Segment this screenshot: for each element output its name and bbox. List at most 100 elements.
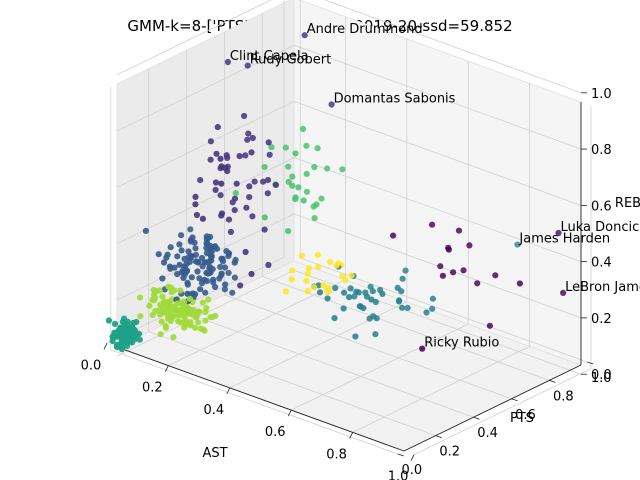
- annotation-label: Ricky Rubio: [424, 336, 499, 351]
- scatter-point: [396, 297, 403, 304]
- y-tick-mark: [397, 453, 404, 457]
- scatter-point: [289, 182, 296, 189]
- scatter-point: [133, 318, 140, 326]
- scatter-point: [265, 139, 272, 146]
- scatter-point: [191, 239, 198, 246]
- annotation-label: LeBron James: [565, 280, 640, 295]
- z-tick-label: 0.6: [591, 199, 612, 214]
- scatter-point: [199, 299, 206, 306]
- scatter-point: [180, 298, 187, 305]
- scatter-point: [231, 207, 238, 214]
- scatter-point: [560, 289, 567, 296]
- grid-line-z: [116, 213, 582, 319]
- scatter-point: [324, 288, 331, 296]
- scatter-point: [184, 290, 191, 297]
- z-tick-label: 1.0: [591, 87, 612, 102]
- scatter-point: [204, 240, 211, 247]
- scatter-point: [261, 214, 268, 221]
- scatter-point: [311, 284, 318, 291]
- scatter-point: [109, 337, 116, 345]
- scatter-point: [399, 275, 406, 282]
- scatter-point: [176, 261, 183, 268]
- grid-line-y: [148, 68, 436, 436]
- grid-line-z: [116, 100, 582, 206]
- scatter-point: [181, 255, 188, 262]
- scatter-point: [176, 241, 183, 248]
- scatter-point: [196, 275, 203, 282]
- x-axis-line: [116, 346, 405, 452]
- scatter-point: [223, 248, 230, 255]
- scatter-point: [193, 314, 200, 321]
- scatter-point: [304, 288, 311, 295]
- scatter-point: [192, 201, 199, 208]
- y-axis-label: PTS: [510, 411, 534, 426]
- y-tick-label: 0.2: [439, 445, 460, 460]
- scatter-point: [152, 294, 159, 301]
- scatter-point: [261, 226, 268, 233]
- scatter-point: [149, 311, 156, 319]
- scatter-point: [304, 270, 311, 277]
- scatter-point: [218, 210, 226, 217]
- scatter-point: [207, 156, 214, 163]
- scatter-point: [231, 274, 238, 281]
- y-tick-label: 1.0: [591, 371, 612, 386]
- scatter-point: [218, 163, 225, 170]
- scatter-point: [324, 165, 331, 172]
- grid-line-y: [261, 13, 550, 381]
- y-tick-mark: [435, 435, 442, 438]
- scatter-point: [243, 204, 250, 211]
- scatter-point: [132, 335, 139, 342]
- annotation-label: Luka Doncic: [561, 220, 640, 235]
- scatter-point: [174, 253, 181, 260]
- y-axis-line: [403, 364, 582, 452]
- grid-line-y: [223, 31, 512, 400]
- scatter-point: [285, 163, 292, 170]
- z-axis-label: REB: [615, 196, 640, 211]
- scatter-point: [221, 264, 229, 271]
- y-tick-mark: [549, 380, 556, 383]
- scatter-point: [429, 295, 436, 302]
- scatter-point: [184, 281, 191, 288]
- scatter-point: [301, 32, 308, 39]
- scatter-point: [212, 186, 219, 193]
- scatter-point: [241, 112, 248, 120]
- scatter-point: [189, 290, 196, 297]
- scatter-point: [225, 253, 232, 260]
- scatter-point: [221, 286, 228, 293]
- scatter-point: [340, 305, 347, 312]
- scatter-point: [295, 184, 302, 191]
- scatter-point: [207, 138, 214, 145]
- scatter-point: [249, 213, 256, 220]
- scatter-point: [213, 150, 220, 157]
- scatter-point: [117, 324, 125, 331]
- scatter-point: [136, 294, 144, 301]
- scatter-point: [174, 271, 181, 278]
- scatter-point: [194, 268, 201, 275]
- scatter-point: [399, 304, 406, 311]
- scatter-point: [331, 315, 338, 322]
- scatter-point: [429, 221, 436, 228]
- scatter-point: [164, 303, 171, 310]
- scatter-point: [202, 309, 209, 316]
- scatter-point: [155, 251, 162, 258]
- annotation-label: Domantas Sabonis: [334, 92, 456, 107]
- scatter-point: [394, 284, 401, 291]
- scatter-point: [300, 197, 307, 204]
- scatter-point: [217, 263, 224, 270]
- scatter-point: [244, 136, 251, 143]
- scatter-point: [423, 309, 430, 316]
- scatter-point: [303, 188, 310, 195]
- scatter-point: [352, 333, 359, 340]
- scatter-point: [379, 290, 386, 297]
- scatter-point: [218, 180, 225, 187]
- scatter-point: [492, 272, 499, 279]
- scatter-point: [198, 280, 206, 287]
- annotation-label: Clint Capela: [230, 49, 309, 64]
- grid-line-x: [413, 105, 592, 455]
- scatter-point: [355, 289, 362, 296]
- scatter-point: [282, 288, 290, 295]
- scatter-point: [227, 228, 234, 235]
- scatter-point: [346, 294, 353, 301]
- scatter-point: [298, 252, 305, 259]
- scatter-point: [266, 151, 273, 158]
